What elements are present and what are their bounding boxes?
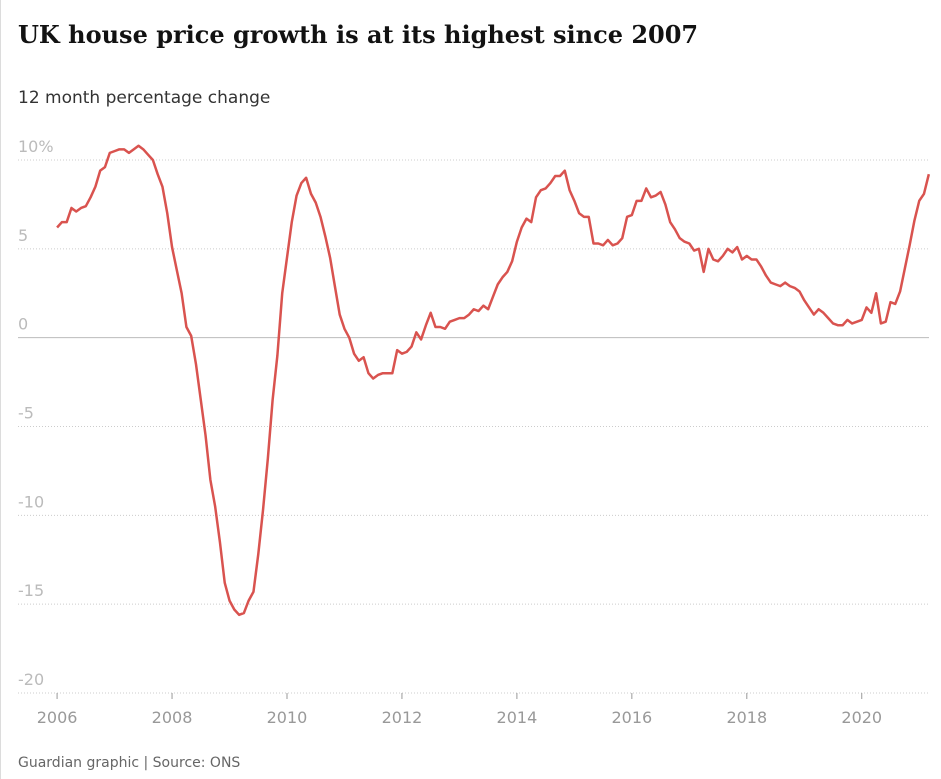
source: Guardian graphic | Source: ONS	[18, 755, 240, 771]
y-tick-label: -20	[18, 670, 44, 689]
x-tick-label: 2006	[37, 708, 78, 727]
line	[56, 144, 931, 617]
x-tick-label: 2008	[152, 708, 193, 727]
y-tick-label: 10%	[18, 137, 54, 156]
y-tick-label: 0	[18, 315, 28, 334]
x-tick-label: 2010	[267, 708, 308, 727]
y-tick-label: -15	[18, 581, 44, 600]
chart-title: UK house price growth is at its highest …	[18, 20, 698, 49]
x-tick-label: 2018	[726, 708, 767, 727]
x-tick-label: 2020	[841, 708, 882, 727]
x-tick-label: 2012	[382, 708, 423, 727]
subtitle: 12 month percentage change	[18, 88, 270, 108]
x-tick-label: 2014	[497, 708, 538, 727]
y-tick-label: -10	[18, 492, 44, 511]
y-tick-label: -5	[18, 404, 34, 423]
x-tick-label: 2016	[611, 708, 652, 727]
y-tick-label: 5	[18, 226, 28, 245]
